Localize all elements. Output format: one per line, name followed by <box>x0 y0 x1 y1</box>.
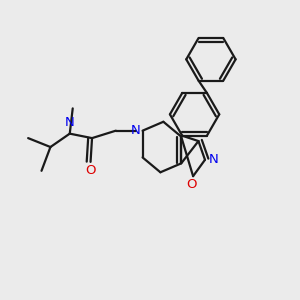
Text: N: N <box>131 124 141 137</box>
Text: O: O <box>186 178 197 191</box>
Text: N: N <box>65 116 75 129</box>
Text: N: N <box>209 153 219 166</box>
Text: O: O <box>85 164 96 177</box>
